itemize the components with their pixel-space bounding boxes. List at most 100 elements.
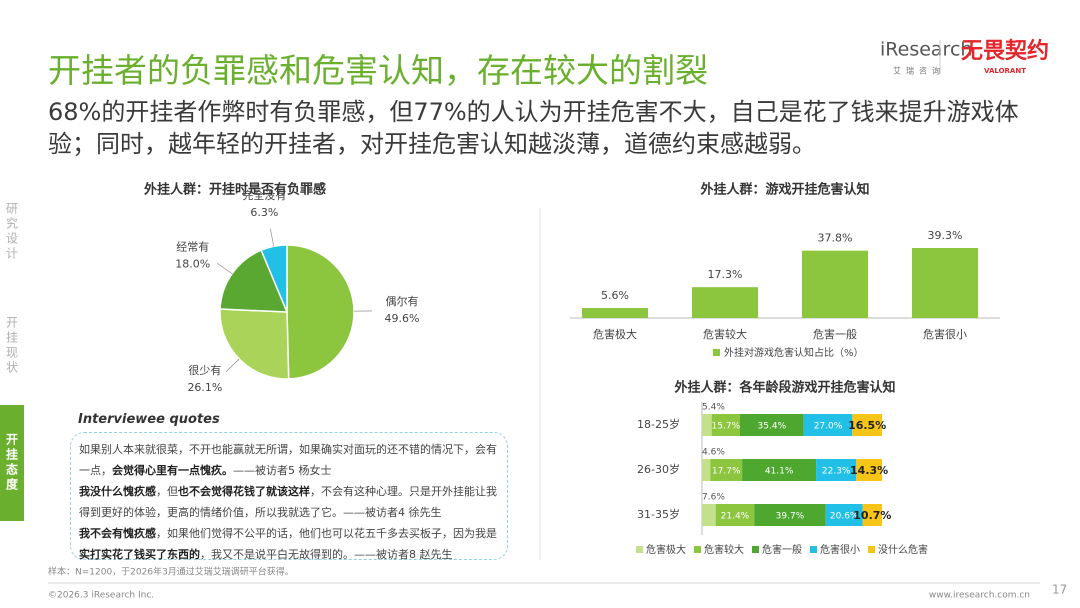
x-tick-label: 危害较大 <box>703 327 747 341</box>
bar-segment <box>852 414 882 436</box>
pie-value-label: 18.0% <box>175 257 210 270</box>
sidebar-item: 开挂现状 <box>4 316 19 376</box>
quote-text: 如果别人本来就很菜，不开也能赢就无所谓，如果确实对面玩的还不错的情况下，会有一点… <box>79 443 497 477</box>
legend-swatch <box>636 546 643 553</box>
legend-swatch <box>810 546 817 553</box>
value-label: 5.6% <box>601 289 629 302</box>
pie-label: 经常有 <box>176 239 209 253</box>
legend-swatch <box>694 546 701 553</box>
sidebar-item: 研究设计 <box>4 202 19 262</box>
legend-swatch <box>752 546 759 553</box>
bar-segment <box>825 504 863 526</box>
value-label: 16.5% <box>848 419 886 432</box>
legend-label: 危害很小 <box>820 543 860 556</box>
bar <box>582 308 648 318</box>
logo-brand: iResearch <box>880 39 972 61</box>
logo-game-en: VALORANT <box>984 67 1026 75</box>
legend-label: 危害极大 <box>646 543 686 556</box>
legend-swatch <box>713 349 720 356</box>
pie-slice <box>286 244 355 380</box>
quote-text: ——被访者5 杨女士 <box>233 464 332 477</box>
chart-title: 外挂人群：游戏开挂危害认知 <box>699 182 869 198</box>
value-label: 22.3% <box>822 467 851 477</box>
pie-label: 很少有 <box>188 363 221 377</box>
quote-text: 也不会觉得花钱了就该这样 <box>178 485 310 498</box>
quote: 我不会有愧疚感，如果他们觉得不公平的话，他们也可以花五千多去买板子，因为我是实打… <box>79 523 499 565</box>
bar-segment <box>803 414 853 436</box>
quote-text: 实打实花了钱买了东西的 <box>79 548 200 561</box>
bar-segment <box>862 504 882 526</box>
footer-note: 样本：N=1200，于2026年3月通过艾瑞艾瑞调研平台获得。 <box>48 566 294 578</box>
bar <box>802 250 868 318</box>
leader-line <box>226 358 240 372</box>
pie-slice <box>219 308 290 380</box>
bar-segment <box>742 459 817 481</box>
pie-label: 完全没有 <box>242 188 286 202</box>
sidebar-item: 开挂态度 <box>0 405 24 521</box>
quote: 如果别人本来就很菜，不开也能赢就无所谓，如果确实对面玩的还不错的情况下，会有一点… <box>79 439 499 481</box>
pie-value-label: 6.3% <box>250 206 278 219</box>
bar-segment <box>754 504 826 526</box>
slide-subtitle: 68%的开挂者作弊时有负罪感，但77%的人认为开挂危害不大，自己是花了钱来提升游… <box>48 98 1019 158</box>
pie-slice <box>219 249 289 313</box>
bar-segment <box>702 504 716 526</box>
value-label: 7.6% <box>702 493 725 503</box>
chart-title: 外挂人群：各年龄段游戏开挂危害认知 <box>673 380 895 396</box>
y-tick-label: 26-30岁 <box>637 462 680 476</box>
leader-line <box>217 263 233 274</box>
quote-text: ，我又不是说平白无故得到的。——被访者8 赵先生 <box>200 548 453 561</box>
quote-text: ，不会有这种心理。只是开外挂能让我得到更好的体验，更高的情绪价值，所以我就选了它… <box>79 485 497 519</box>
bar-segment <box>715 504 755 526</box>
bar-segment <box>856 459 882 481</box>
x-tick-label: 危害一般 <box>813 327 857 341</box>
value-label: 27.0% <box>814 422 843 432</box>
leader-line <box>269 228 275 247</box>
legend-label: 危害一般 <box>762 543 802 556</box>
bar-segment <box>710 459 743 481</box>
value-label: 37.8% <box>818 232 853 245</box>
quote-text: 我不会有愧疚感 <box>79 527 156 540</box>
quote-text: 我没什么愧疚感 <box>79 485 156 498</box>
footer-copyright: ©2026.3 iResearch Inc. <box>48 591 154 601</box>
bar-segment <box>702 414 712 436</box>
quotes-box: 如果别人本来就很菜，不开也能赢就无所谓，如果确实对面玩的还不错的情况下，会有一点… <box>70 432 508 561</box>
footer-website: www.iresearch.com.cn <box>929 591 1030 601</box>
x-tick-label: 危害很小 <box>923 327 967 341</box>
quote: 我没什么愧疚感，但也不会觉得花钱了就该这样，不会有这种心理。只是开外挂能让我得到… <box>79 481 499 523</box>
pie-value-label: 49.6% <box>385 312 420 325</box>
logo-game: 无畏契约 <box>961 38 1049 64</box>
bar <box>912 248 978 318</box>
logo-brand-cn: 艾瑞咨询 <box>893 66 945 76</box>
quote-text: 会觉得心里有一点愧疚。 <box>112 464 233 477</box>
value-label: 21.4% <box>721 512 750 522</box>
bar-segment <box>739 414 804 436</box>
legend-label: 没什么危害 <box>878 543 928 556</box>
y-tick-label: 31-35岁 <box>637 507 680 521</box>
value-label: 39.7% <box>776 512 805 522</box>
value-label: 41.1% <box>765 467 794 477</box>
x-tick-label: 危害极大 <box>593 327 637 341</box>
y-tick-label: 18-25岁 <box>637 417 680 431</box>
quote-text: ，但 <box>156 485 178 498</box>
value-label: 14.3% <box>850 464 888 477</box>
quotes-heading: Interviewee quotes <box>78 412 220 427</box>
bar-segment <box>711 414 740 436</box>
value-label: 35.4% <box>758 422 787 432</box>
pie-label: 偶尔有 <box>385 294 418 308</box>
value-label: 17.7% <box>712 467 741 477</box>
bar-segment <box>702 459 711 481</box>
pie-slice <box>260 244 288 313</box>
value-label: 15.7% <box>712 422 741 432</box>
value-label: 10.7% <box>853 509 891 522</box>
page-number: 17 <box>1052 583 1067 597</box>
legend-swatch <box>868 546 875 553</box>
value-label: 39.3% <box>928 229 963 242</box>
value-label: 5.4% <box>702 403 725 413</box>
value-label: 20.6% <box>830 512 859 522</box>
pie-value-label: 26.1% <box>187 381 222 394</box>
slide-title: 开挂者的负罪感和危害认知，存在较大的割裂 <box>48 51 708 90</box>
bar-segment <box>816 459 857 481</box>
value-label: 4.6% <box>702 448 725 458</box>
